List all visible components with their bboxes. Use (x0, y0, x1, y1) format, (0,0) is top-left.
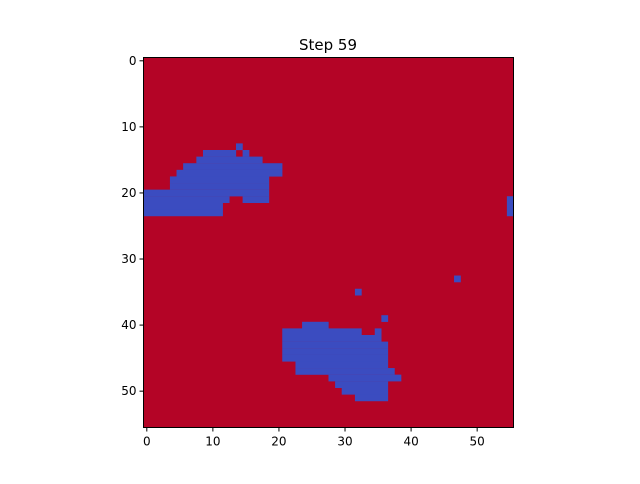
heatmap-cell-run (341, 387, 389, 395)
y-tick-label: 50 (121, 384, 136, 398)
x-tick-label: 40 (403, 435, 418, 449)
heatmap-cells (143, 57, 514, 428)
heatmap-cell-run (282, 328, 362, 336)
heatmap-cell-run (143, 202, 223, 210)
heatmap-cell-run (295, 361, 389, 369)
heatmap-cell-run (196, 156, 263, 164)
heatmap-cell-run (328, 374, 402, 382)
heatmap-cell-run (236, 143, 243, 151)
heatmap-cell-run (302, 321, 329, 329)
heatmap-cell-run (282, 341, 389, 349)
heatmap-cell-run (506, 202, 514, 210)
x-tick-label: 10 (205, 435, 220, 449)
heatmap-cell-run (242, 150, 250, 157)
heatmap-cell-run (374, 328, 382, 336)
heatmap-cell-run (454, 275, 461, 283)
x-tick-label: 50 (470, 435, 485, 449)
y-tick-label: 10 (121, 120, 136, 134)
axes-frame (143, 57, 514, 428)
heatmap-cell-run (282, 348, 389, 355)
heatmap-cell-run (282, 335, 382, 342)
heatmap-cell-run (506, 196, 514, 204)
heatmap-cell-run (143, 189, 270, 197)
heatmap-cell-run (242, 196, 270, 204)
heatmap-cell-run (506, 209, 514, 217)
y-axis: 0 10 20 30 40 50 (121, 54, 144, 398)
y-tick-label: 0 (129, 54, 137, 68)
heatmap-cell-run (335, 381, 389, 389)
x-tick-label: 20 (271, 435, 286, 449)
heatmap-cell-run (169, 176, 270, 184)
heatmap-cell-run (295, 368, 395, 375)
heatmap-cell-run (169, 183, 270, 190)
x-tick-label: 0 (143, 435, 151, 449)
y-tick-label: 30 (121, 252, 136, 266)
heatmap-cell-run (176, 169, 283, 177)
heatmap-cell-run (282, 354, 389, 362)
y-tick-label: 40 (121, 318, 136, 332)
heatmap-cell-run (354, 394, 389, 402)
heatmap-cell-run (202, 150, 237, 157)
heatmap-cell-run (143, 196, 230, 204)
chart-title: Step 59 (299, 36, 357, 54)
y-tick-label: 20 (121, 186, 136, 200)
heatmap-cell-run (354, 288, 362, 296)
heatmap-cell-run (183, 163, 283, 170)
x-tick-label: 30 (337, 435, 352, 449)
heatmap-cell-run (143, 209, 223, 217)
heatmap-cell-run (381, 315, 389, 322)
x-axis: 0 10 20 30 40 50 (143, 427, 485, 449)
